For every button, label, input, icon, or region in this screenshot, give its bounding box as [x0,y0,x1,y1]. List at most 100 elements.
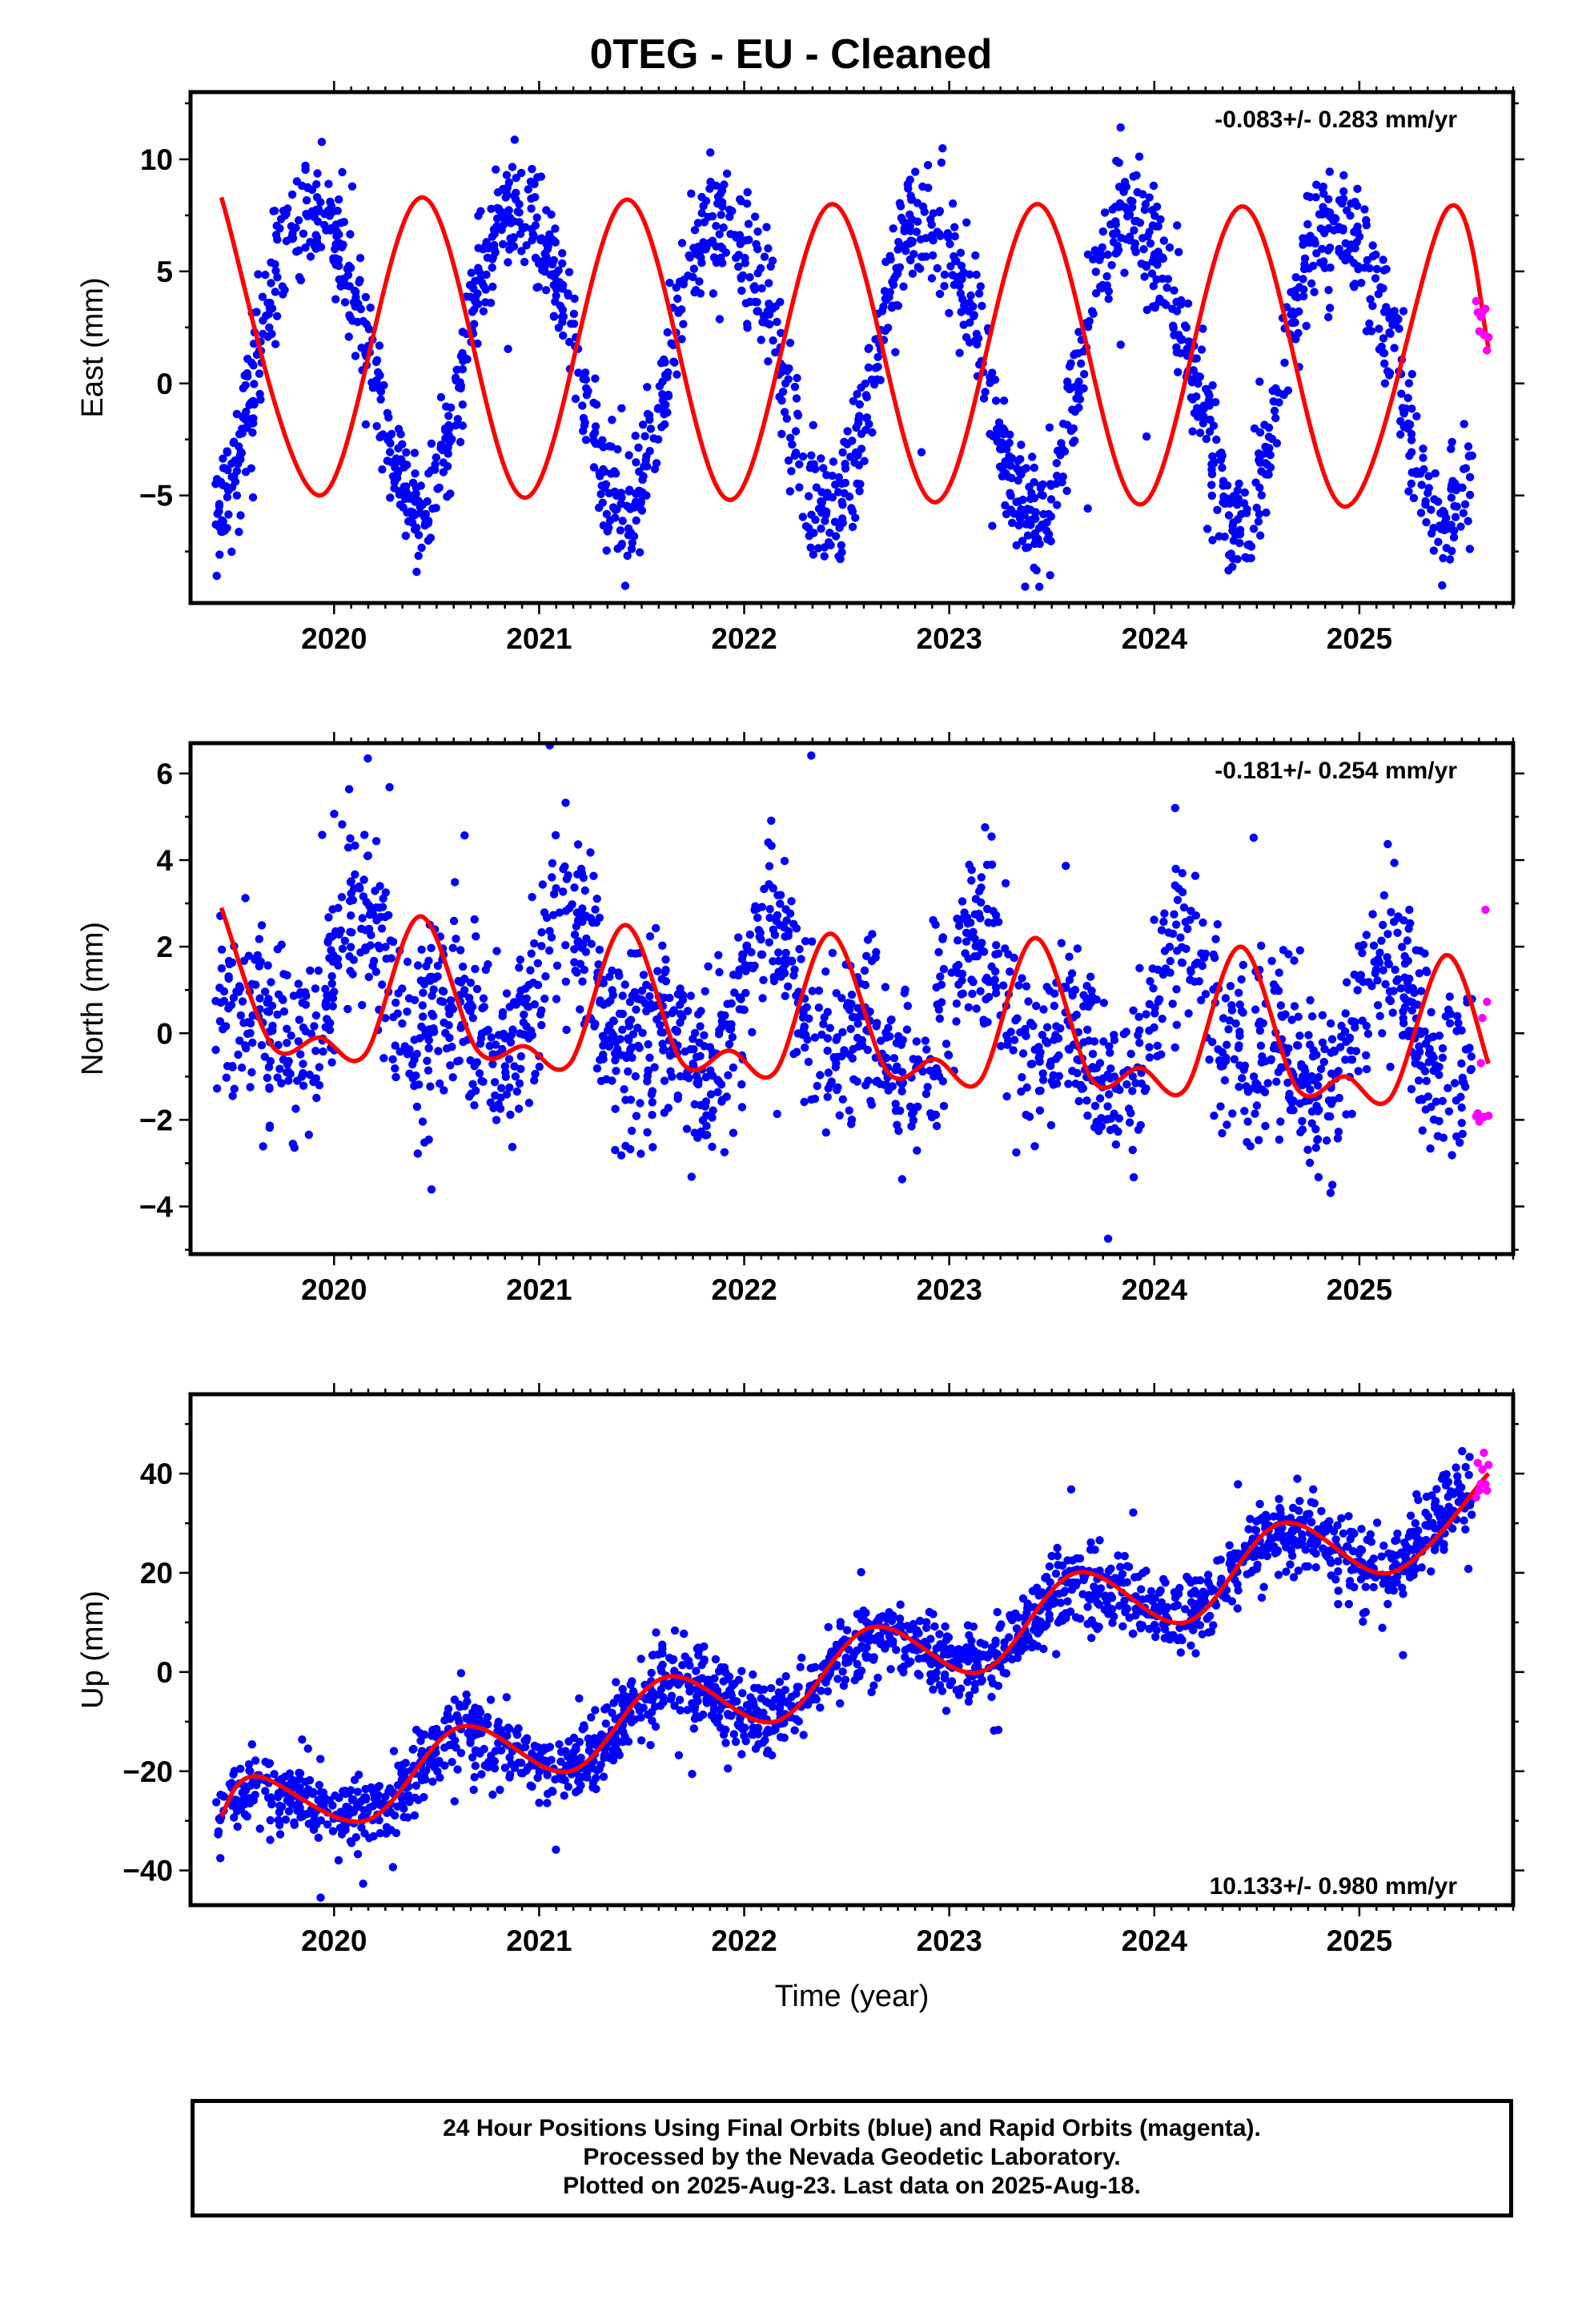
final-orbit-point [1161,1578,1170,1587]
final-orbit-point [1416,509,1426,517]
final-orbit-point [845,1005,854,1015]
final-orbit-point [773,1109,781,1119]
final-orbit-point [492,947,501,955]
final-orbit-point [704,962,713,971]
final-orbit-point [1134,152,1144,161]
final-orbit-point [506,239,516,248]
final-orbit-point [1296,1128,1305,1137]
final-orbit-point [745,273,754,282]
final-orbit-point [1311,239,1319,248]
final-orbit-point [682,1124,692,1133]
final-orbit-point [452,421,460,430]
final-orbit-point [714,951,723,959]
final-orbit-point [1413,1000,1422,1009]
final-orbit-point [756,1686,765,1695]
final-orbit-point [513,207,522,216]
final-orbit-point [416,509,424,517]
final-orbit-point [833,1083,842,1092]
final-orbit-point [445,438,454,447]
final-orbit-point [987,1692,996,1702]
final-orbit-point [486,1695,496,1704]
final-orbit-point [631,1072,640,1081]
final-orbit-point [344,332,353,341]
final-orbit-point [968,989,977,999]
final-orbit-point [955,348,964,357]
final-orbit-point [847,991,857,999]
final-orbit-point [1022,464,1031,472]
final-orbit-point [1053,446,1062,456]
final-orbit-point [1269,980,1279,989]
final-orbit-point [1295,1031,1304,1040]
final-orbit-point [853,479,861,489]
final-orbit-point [396,455,406,464]
final-orbit-point [292,247,301,256]
final-orbit-point [347,182,357,191]
final-orbit-point [340,298,350,307]
final-orbit-point [912,1037,921,1046]
final-orbit-point [1142,1084,1150,1093]
final-orbit-point [260,1052,269,1061]
final-orbit-point [227,483,237,492]
final-orbit-point [1257,491,1267,500]
final-orbit-point [499,220,508,229]
final-orbit-point [656,1027,665,1037]
final-orbit-point [452,935,460,943]
final-orbit-point [781,1672,790,1681]
final-orbit-point [499,239,508,249]
final-orbit-point [849,1012,858,1022]
final-orbit-point [460,986,469,995]
final-orbit-point [508,1143,517,1152]
final-orbit-point [626,1096,636,1104]
final-orbit-point [825,529,834,537]
final-orbit-point [823,1046,832,1055]
final-orbit-point [729,1063,738,1072]
final-orbit-point [424,1043,433,1053]
final-orbit-point [1289,1106,1298,1115]
final-orbit-point [1243,541,1252,549]
final-orbit-point [420,1138,429,1147]
final-orbit-point [1378,1029,1387,1038]
final-orbit-point [830,517,840,526]
final-orbit-point [364,972,373,982]
final-orbit-point [781,379,790,388]
final-orbit-point [986,372,994,382]
y-tick-label: −2 [139,1104,173,1136]
final-orbit-point [1104,295,1113,304]
final-orbit-point [792,394,801,403]
final-orbit-point [275,1820,284,1830]
final-orbit-point [412,523,421,533]
final-orbit-point [497,1084,506,1092]
final-orbit-point [1017,1087,1026,1096]
final-orbit-point [1287,318,1296,328]
final-orbit-point [333,207,342,215]
final-orbit-point [1111,217,1120,226]
final-orbit-point [638,420,648,429]
final-orbit-point [354,300,363,308]
final-orbit-point [428,991,436,1000]
final-orbit-point [712,222,721,231]
final-orbit-point [273,1010,282,1019]
final-orbit-point [456,1023,465,1032]
final-orbit-point [1074,1096,1083,1106]
final-orbit-point [261,271,270,279]
final-orbit-point [962,937,971,947]
final-orbit-point [477,1029,486,1038]
final-orbit-point [1045,423,1054,432]
final-orbit-point [906,1657,915,1666]
final-orbit-point [1193,958,1202,967]
final-orbit-point [634,443,643,452]
final-orbit-point [991,983,1001,992]
final-orbit-point [1252,503,1261,513]
final-orbit-point [395,490,404,499]
final-orbit-point [1447,521,1456,529]
final-orbit-point [1440,517,1450,527]
final-orbit-point [230,1813,239,1822]
final-orbit-point [524,1099,534,1108]
final-orbit-point [861,980,870,990]
final-orbit-point [1186,1641,1195,1650]
final-orbit-point [1434,497,1443,506]
final-orbit-point [1057,939,1066,947]
final-orbit-point [823,671,831,679]
final-orbit-point [470,305,479,314]
